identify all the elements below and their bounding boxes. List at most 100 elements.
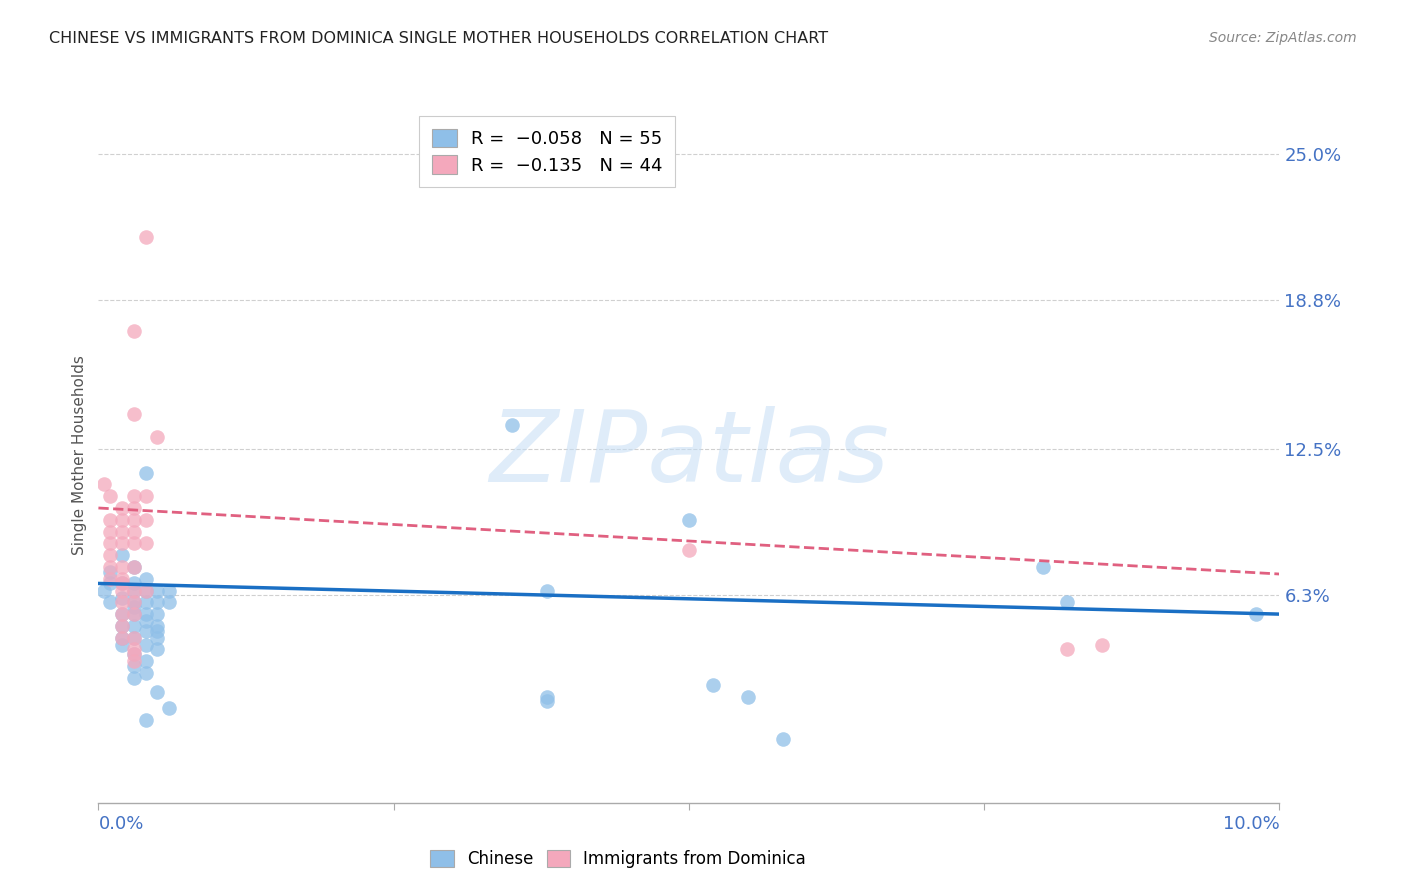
Point	[122, 407, 145, 421]
Point	[111, 536, 134, 550]
Point	[122, 654, 145, 668]
Point	[122, 536, 145, 550]
Point	[135, 607, 157, 621]
Point	[737, 690, 759, 704]
Point	[122, 324, 145, 338]
Point	[111, 572, 134, 586]
Point	[1244, 607, 1267, 621]
Point	[536, 690, 558, 704]
Point	[146, 642, 169, 657]
Point	[122, 595, 145, 609]
Point	[501, 418, 523, 433]
Point	[135, 624, 157, 638]
Point	[93, 583, 115, 598]
Legend: Chinese, Immigrants from Dominica: Chinese, Immigrants from Dominica	[423, 843, 813, 874]
Point	[98, 513, 121, 527]
Point	[122, 619, 145, 633]
Point	[135, 489, 157, 503]
Point	[111, 607, 134, 621]
Point	[111, 591, 134, 605]
Point	[122, 583, 145, 598]
Point	[146, 685, 169, 699]
Point	[702, 678, 724, 692]
Point	[111, 583, 134, 598]
Point	[111, 631, 134, 645]
Text: 10.0%: 10.0%	[1223, 814, 1279, 832]
Point	[111, 619, 134, 633]
Point	[1056, 595, 1078, 609]
Point	[122, 513, 145, 527]
Point	[135, 229, 157, 244]
Point	[536, 583, 558, 598]
Point	[135, 572, 157, 586]
Point	[111, 560, 134, 574]
Point	[111, 524, 134, 539]
Point	[122, 560, 145, 574]
Point	[122, 560, 145, 574]
Point	[1032, 560, 1054, 574]
Point	[157, 701, 180, 715]
Point	[111, 595, 134, 609]
Point	[111, 576, 134, 591]
Point	[111, 513, 134, 527]
Text: ZIPatlas: ZIPatlas	[489, 407, 889, 503]
Point	[157, 595, 180, 609]
Point	[122, 595, 145, 609]
Point	[146, 583, 169, 598]
Point	[536, 694, 558, 708]
Point	[135, 614, 157, 628]
Point	[98, 524, 121, 539]
Point	[135, 536, 157, 550]
Point	[122, 647, 145, 661]
Point	[135, 638, 157, 652]
Point	[122, 600, 145, 615]
Point	[122, 607, 145, 621]
Point	[111, 631, 134, 645]
Point	[122, 659, 145, 673]
Point	[135, 654, 157, 668]
Point	[122, 647, 145, 661]
Point	[111, 638, 134, 652]
Point	[111, 607, 134, 621]
Text: Source: ZipAtlas.com: Source: ZipAtlas.com	[1209, 31, 1357, 45]
Point	[157, 583, 180, 598]
Point	[146, 430, 169, 444]
Point	[93, 477, 115, 491]
Point	[111, 500, 134, 515]
Point	[135, 583, 157, 598]
Point	[98, 576, 121, 591]
Text: CHINESE VS IMMIGRANTS FROM DOMINICA SINGLE MOTHER HOUSEHOLDS CORRELATION CHART: CHINESE VS IMMIGRANTS FROM DOMINICA SING…	[49, 31, 828, 46]
Point	[146, 631, 169, 645]
Point	[122, 524, 145, 539]
Point	[1091, 638, 1114, 652]
Point	[122, 631, 145, 645]
Point	[98, 548, 121, 562]
Point	[122, 583, 145, 598]
Point	[98, 560, 121, 574]
Point	[122, 576, 145, 591]
Point	[111, 619, 134, 633]
Point	[98, 572, 121, 586]
Point	[122, 642, 145, 657]
Point	[135, 666, 157, 681]
Point	[135, 583, 157, 598]
Point	[1056, 642, 1078, 657]
Point	[111, 548, 134, 562]
Point	[122, 671, 145, 685]
Point	[122, 607, 145, 621]
Point	[111, 576, 134, 591]
Point	[98, 536, 121, 550]
Point	[98, 489, 121, 503]
Point	[98, 595, 121, 609]
Point	[135, 466, 157, 480]
Point	[135, 595, 157, 609]
Point	[678, 513, 700, 527]
Y-axis label: Single Mother Households: Single Mother Households	[72, 355, 87, 555]
Point	[772, 732, 794, 747]
Point	[678, 543, 700, 558]
Point	[122, 500, 145, 515]
Point	[98, 565, 121, 579]
Point	[146, 607, 169, 621]
Point	[146, 624, 169, 638]
Point	[122, 631, 145, 645]
